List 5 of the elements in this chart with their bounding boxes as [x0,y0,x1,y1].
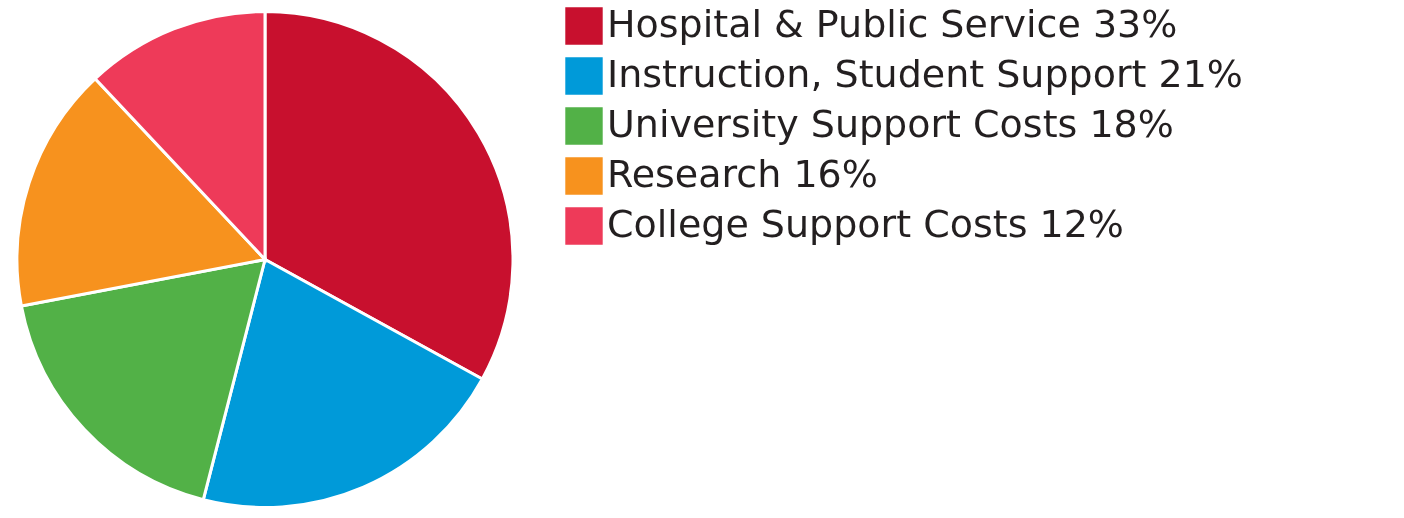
legend-label: Research 16% [607,152,878,196]
legend-label: Instruction, Student Support 21% [607,52,1243,96]
legend-label: College Support Costs 12% [607,202,1124,246]
legend-label: University Support Costs 18% [607,102,1174,146]
legend-label: Hospital & Public Service 33% [607,2,1178,46]
